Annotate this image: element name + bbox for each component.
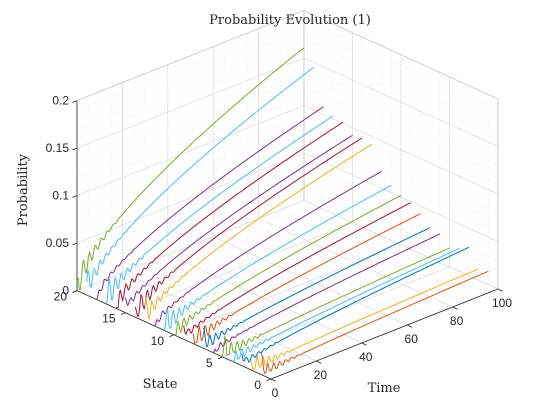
z-tick-label: 0.05 (46, 236, 70, 250)
x-tick-label: 20 (314, 368, 328, 382)
x-tick-mark (271, 379, 276, 381)
z-tick-mark (72, 148, 77, 150)
y-tick-label: 0 (254, 378, 261, 392)
z-tick-label: 0.2 (52, 94, 69, 108)
x-tick-mark (362, 343, 367, 345)
z-tick-label: 0.1 (52, 189, 69, 203)
z-tick-label: 0.15 (46, 141, 70, 155)
z-tick-mark (72, 291, 77, 293)
y-tick-label: 5 (206, 356, 213, 370)
x-tick-mark (407, 325, 412, 327)
z-axis-title: Probability (16, 153, 31, 226)
x-tick-label: 0 (272, 386, 279, 400)
x-tick-label: 100 (492, 296, 512, 310)
chart-title: Probability Evolution (1) (209, 13, 371, 28)
x-tick-mark (316, 361, 321, 363)
x-axis-title: Time (368, 381, 401, 396)
z-tick-mark (72, 196, 77, 198)
z-tick-label: 0 (62, 284, 69, 298)
z-tick-mark (72, 101, 77, 103)
x-tick-label: 60 (405, 332, 419, 346)
x-tick-mark (498, 289, 503, 291)
y-tick-label: 10 (151, 334, 165, 348)
y-tick-mark (266, 379, 271, 381)
x-tick-mark (453, 307, 458, 309)
x-tick-label: 40 (359, 350, 373, 364)
z-tick-mark (72, 243, 77, 245)
y-tick-mark (218, 357, 223, 359)
y-tick-mark (121, 313, 126, 315)
x-tick-label: 80 (450, 314, 464, 328)
y-tick-label: 15 (102, 312, 116, 326)
y-tick-mark (169, 335, 174, 337)
y-axis-title: State (143, 377, 178, 392)
